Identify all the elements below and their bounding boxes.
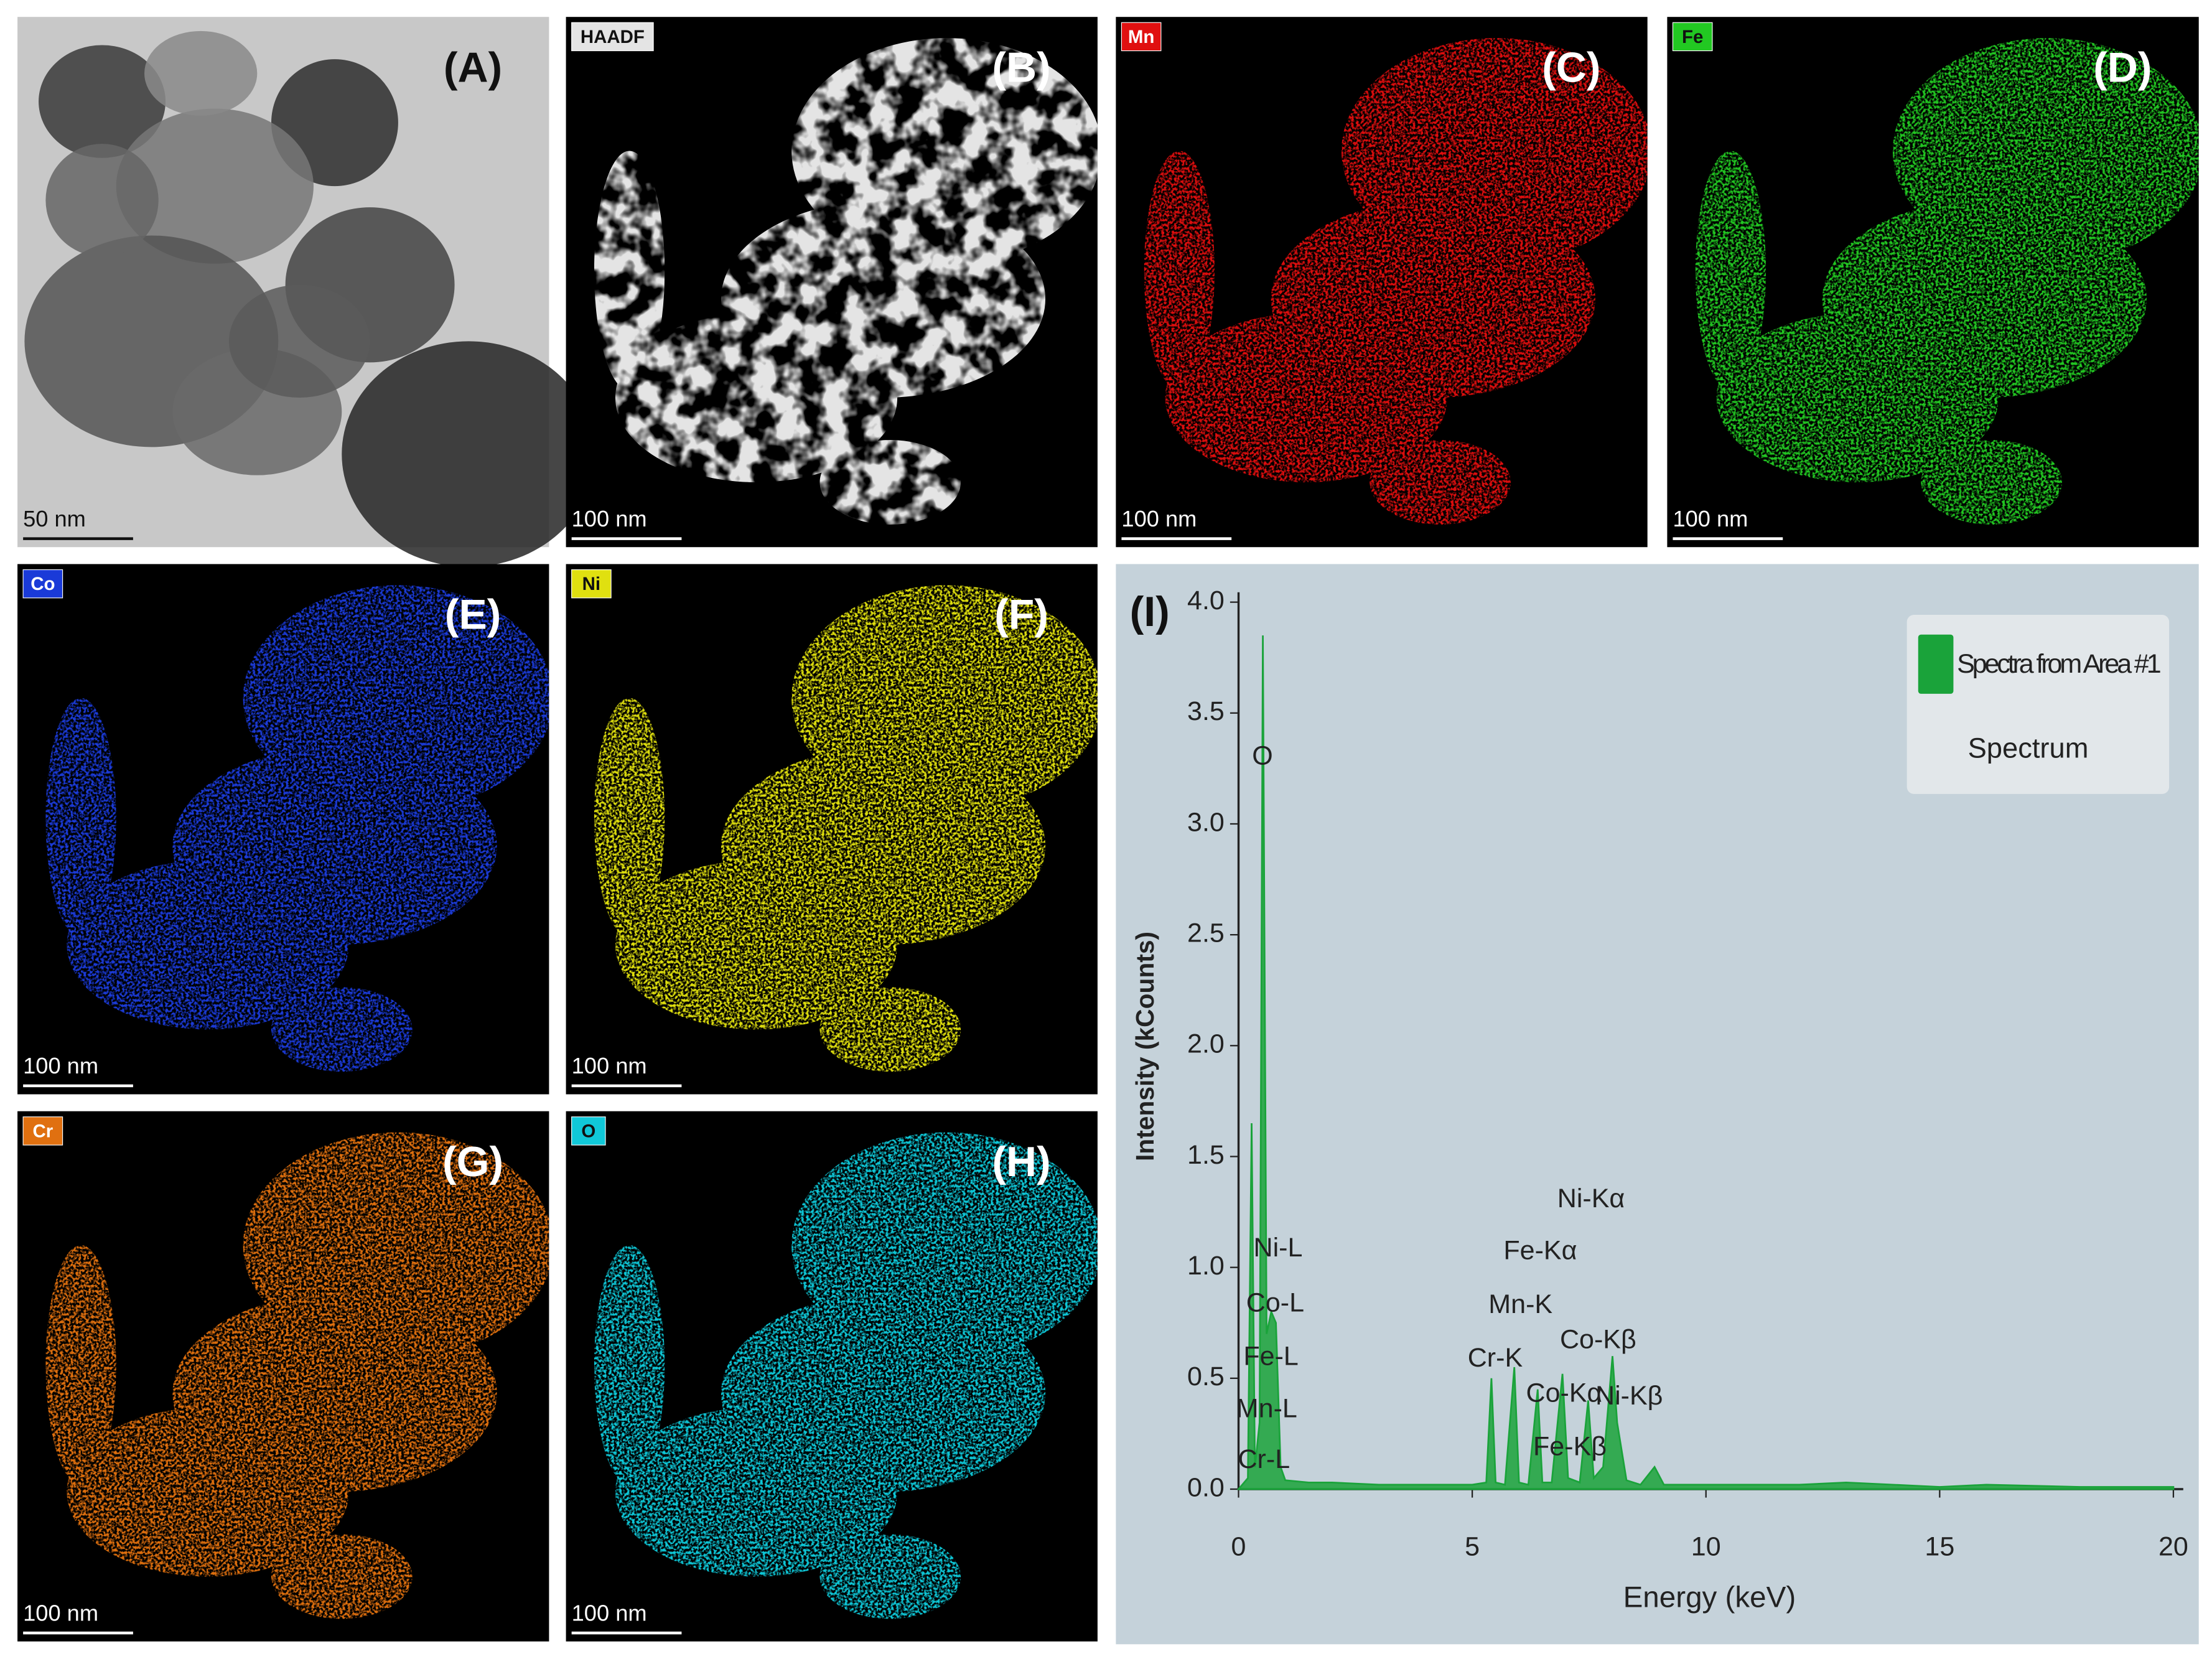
scale-bar-label: 100 nm xyxy=(572,1600,647,1625)
panels: (A) 50 nm HAADF (B) 100 nm Mn (C) 100 nm Fe (D) 10… xyxy=(17,17,2199,1642)
x-tick-label: 15 xyxy=(1925,1532,1954,1562)
y-tick-label: 1.0 xyxy=(1187,1251,1225,1281)
micrograph-panel: HAADF (B) 100 nm xyxy=(566,17,1098,548)
element-tag-box xyxy=(571,1116,606,1146)
element-tag: Co xyxy=(30,574,55,594)
panel-label: (A) xyxy=(444,44,502,91)
y-tick-label: 3.5 xyxy=(1187,696,1225,726)
micrograph-panel: O (H) 100 nm xyxy=(566,1111,1098,1642)
peak-label: Mn-L xyxy=(1236,1393,1297,1423)
peak-label: Fe-Kβ xyxy=(1533,1432,1607,1462)
micrograph-panel: Co (E) 100 nm xyxy=(17,564,549,1095)
panel-label: (B) xyxy=(992,44,1050,91)
element-tag: Ni xyxy=(582,574,600,594)
legend-label: Spectra from Area #1 xyxy=(1957,649,2162,679)
x-tick-label: 0 xyxy=(1231,1532,1246,1562)
legend-note: Spectrum xyxy=(1968,732,2089,764)
panel-label: (E) xyxy=(445,591,502,638)
particle xyxy=(116,108,314,264)
particle xyxy=(39,45,166,158)
peak-label: Fe-Kα xyxy=(1503,1236,1577,1266)
micrograph-panel: Fe (D) 100 nm xyxy=(1667,17,2199,548)
element-tag: HAADF xyxy=(581,27,645,47)
y-tick-label: 0.0 xyxy=(1187,1472,1225,1502)
y-tick-label: 2.0 xyxy=(1187,1029,1225,1059)
peak-label: Co-L xyxy=(1246,1288,1304,1318)
peak-label: Cr-L xyxy=(1238,1444,1290,1474)
legend-box xyxy=(1906,615,2170,794)
scale-bar-label: 50 nm xyxy=(23,506,86,531)
y-tick-label: 4.0 xyxy=(1187,586,1225,615)
scale-bar-label: 100 nm xyxy=(572,506,647,531)
x-axis-label: Energy (keV) xyxy=(1623,1581,1796,1614)
micrograph-panel: Ni (F) 100 nm xyxy=(566,564,1098,1095)
y-axis-label: Intensity (kCounts) xyxy=(1131,932,1159,1161)
element-tag: Mn xyxy=(1128,27,1155,47)
peak-label: O xyxy=(1252,741,1272,770)
element-tag-box xyxy=(571,569,612,599)
panel-label: (C) xyxy=(1542,44,1600,91)
element-tag: Cr xyxy=(32,1121,53,1141)
peak-label: Co-Kβ xyxy=(1560,1324,1636,1354)
peak-label: Fe-L xyxy=(1243,1342,1299,1372)
element-tag-box xyxy=(22,1116,63,1146)
scale-bar-label: 100 nm xyxy=(23,1053,98,1078)
panel-label: (G) xyxy=(442,1138,503,1185)
element-tag: O xyxy=(581,1121,595,1141)
x-tick-label: 5 xyxy=(1465,1532,1480,1562)
panel-label: (D) xyxy=(2093,44,2152,91)
element-tag-box xyxy=(571,22,654,52)
micrograph-panel: (A) 50 nm xyxy=(17,17,596,567)
legend-swatch xyxy=(1918,634,1954,694)
scale-bar-label: 100 nm xyxy=(23,1600,98,1625)
peak-label: Ni-L xyxy=(1253,1233,1302,1263)
scale-bar-label: 100 nm xyxy=(1673,506,1748,531)
element-tag-box xyxy=(1672,22,1713,52)
particle xyxy=(342,341,596,567)
x-tick-label: 20 xyxy=(2158,1532,2188,1562)
y-tick-label: 2.5 xyxy=(1187,918,1225,948)
particle xyxy=(45,144,159,257)
particle xyxy=(228,284,370,398)
peak-label: Ni-Kα xyxy=(1557,1184,1625,1213)
spectrum-area xyxy=(1236,635,2175,1490)
element-tag-box xyxy=(1121,22,1162,52)
panel-label: (I) xyxy=(1130,588,1170,635)
y-tick-label: 0.5 xyxy=(1187,1362,1225,1391)
micrograph-panel: Cr (G) 100 nm xyxy=(17,1111,549,1642)
x-tick-label: 10 xyxy=(1691,1532,1721,1562)
spectrum-chart: (I) Energy (keV) Intensity (kCounts) Spe… xyxy=(1116,564,2199,1645)
y-tick-label: 1.5 xyxy=(1187,1140,1225,1170)
y-tick-label: 3.0 xyxy=(1187,807,1225,837)
particle xyxy=(144,30,258,116)
element-tag-box xyxy=(22,569,63,599)
peak-label: Cr-K xyxy=(1468,1343,1523,1373)
scale-bar-label: 100 nm xyxy=(572,1053,647,1078)
scale-bar-label: 100 nm xyxy=(1121,506,1197,531)
peak-label: Co-Kα xyxy=(1526,1378,1602,1408)
micrograph-panel: Mn (C) 100 nm xyxy=(1116,17,1648,548)
peak-label: Mn-K xyxy=(1488,1289,1552,1319)
panel-label: (H) xyxy=(992,1138,1050,1185)
peak-label: Ni-Kβ xyxy=(1595,1381,1663,1411)
panel-label: (F) xyxy=(994,591,1048,638)
element-tag: Fe xyxy=(1682,27,1703,47)
